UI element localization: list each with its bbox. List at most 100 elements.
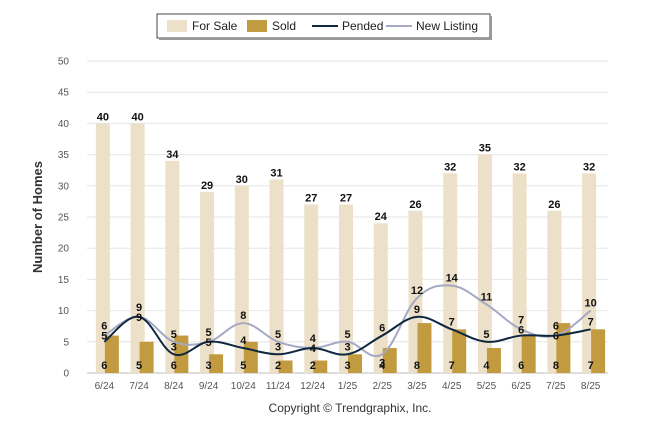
y-tick-label: 15	[58, 275, 70, 286]
bar-sold	[209, 354, 224, 373]
bar-sold	[139, 341, 154, 373]
label-new-listing: 8	[240, 310, 246, 322]
bar-for-sale	[269, 179, 284, 373]
x-axis-ticks: 6/24 7/24 8/24 9/24 10/24 11/24 12/24 1/25 2/25 3…	[95, 381, 601, 392]
label-pended: 3	[171, 341, 177, 353]
y-axis-ticks: 0 5 10 15 20 25 30 35 40 45 50	[58, 57, 70, 380]
x-tick-label: 10/24	[231, 381, 256, 392]
bar-for-sale	[165, 160, 180, 373]
y-tick-label: 50	[58, 57, 70, 68]
label-sold: 7	[588, 360, 594, 372]
label-pended: 3	[344, 341, 350, 353]
label-new-listing: 10	[585, 298, 597, 310]
label-pended: 4	[240, 335, 247, 347]
label-for-sale: 34	[166, 149, 179, 161]
label-sold: 5	[136, 360, 142, 372]
y-tick-label: 35	[58, 150, 70, 161]
x-tick-label: 4/25	[442, 381, 462, 392]
label-sold: 4	[379, 360, 386, 372]
label-for-sale: 31	[270, 168, 282, 180]
label-pended: 6	[379, 323, 385, 335]
bar-sold	[313, 360, 328, 373]
label-pended: 6	[553, 331, 559, 343]
label-sold: 4	[483, 360, 490, 372]
label-for-sale: 24	[375, 211, 388, 223]
label-sold: 6	[101, 360, 107, 372]
bar-sold	[278, 360, 293, 373]
label-new-listing: 11	[481, 291, 493, 303]
bar-sold	[104, 335, 119, 373]
bar-sold	[591, 329, 606, 373]
y-tick-label: 20	[58, 244, 70, 255]
label-new-listing: 7	[518, 314, 524, 326]
label-sold: 2	[310, 360, 316, 372]
label-for-sale: 26	[548, 199, 560, 211]
legend-label: Sold	[272, 19, 296, 33]
bar-sold	[382, 348, 397, 373]
label-pended: 7	[449, 316, 455, 328]
label-for-sale: 27	[340, 193, 352, 205]
copyright-text: Copyright © Trendgraphix, Inc.	[269, 401, 432, 415]
label-new-listing: 14	[446, 273, 459, 285]
x-tick-label: 3/25	[407, 381, 427, 392]
legend-swatch	[167, 20, 187, 32]
bar-for-sale	[234, 185, 249, 373]
y-tick-label: 40	[58, 119, 70, 130]
line-pended	[103, 315, 591, 357]
label-pended: 9	[136, 312, 142, 324]
label-for-sale: 40	[131, 111, 143, 123]
label-for-sale: 35	[479, 143, 491, 155]
legend-label: New Listing	[416, 19, 478, 33]
bar-for-sale	[95, 123, 110, 374]
label-pended: 3	[275, 341, 281, 353]
y-tick-label: 5	[63, 337, 69, 348]
bar-for-sale	[304, 204, 319, 373]
label-new-listing: 5	[275, 329, 281, 341]
legend-label: Pended	[342, 19, 383, 33]
legend-shadow-side	[490, 16, 492, 40]
legend-label: For Sale	[192, 19, 238, 33]
label-new-listing: 5	[206, 327, 212, 339]
x-tick-label: 5/25	[477, 381, 497, 392]
label-sold: 6	[518, 360, 524, 372]
label-for-sale: 32	[583, 161, 595, 173]
bar-for-sale	[477, 154, 492, 373]
y-tick-label: 25	[58, 213, 70, 224]
bar-sold	[417, 323, 432, 373]
label-pended: 5	[483, 329, 489, 341]
x-tick-label: 12/24	[300, 381, 325, 392]
x-tick-label: 7/24	[129, 381, 149, 392]
bar-for-sale	[582, 173, 597, 373]
label-sold: 3	[344, 360, 350, 372]
label-sold: 8	[553, 360, 559, 372]
label-for-sale: 40	[97, 111, 109, 123]
series-lines	[103, 284, 592, 358]
label-for-sale: 32	[514, 161, 526, 173]
bar-sold	[348, 354, 362, 373]
legend-swatch	[247, 20, 267, 32]
bar-for-sale	[339, 204, 353, 373]
label-new-listing: 5	[171, 329, 177, 341]
label-pended: 5	[101, 331, 107, 343]
legend: For Sale Sold Pended New Listing	[156, 13, 492, 40]
label-sold: 3	[206, 360, 212, 372]
label-new-listing: 9	[136, 302, 142, 314]
legend-shadow	[159, 38, 492, 40]
x-tick-label: 1/25	[338, 381, 358, 392]
label-sold: 7	[449, 360, 455, 372]
label-for-sale: 32	[444, 161, 456, 173]
data-labels: 4066540599346532935530584312532724427353…	[97, 111, 597, 372]
bar-for-sale	[130, 123, 145, 374]
bar-sold	[452, 329, 467, 373]
line-new-listing	[103, 284, 592, 358]
x-tick-label: 6/25	[511, 381, 531, 392]
y-tick-label: 45	[58, 88, 70, 99]
label-sold: 5	[240, 360, 246, 372]
label-for-sale: 30	[236, 174, 248, 186]
bars	[95, 123, 606, 374]
label-pended: 5	[206, 337, 212, 349]
label-new-listing: 3	[379, 357, 385, 369]
x-tick-label: 8/24	[164, 381, 184, 392]
x-tick-label: 6/24	[95, 381, 115, 392]
